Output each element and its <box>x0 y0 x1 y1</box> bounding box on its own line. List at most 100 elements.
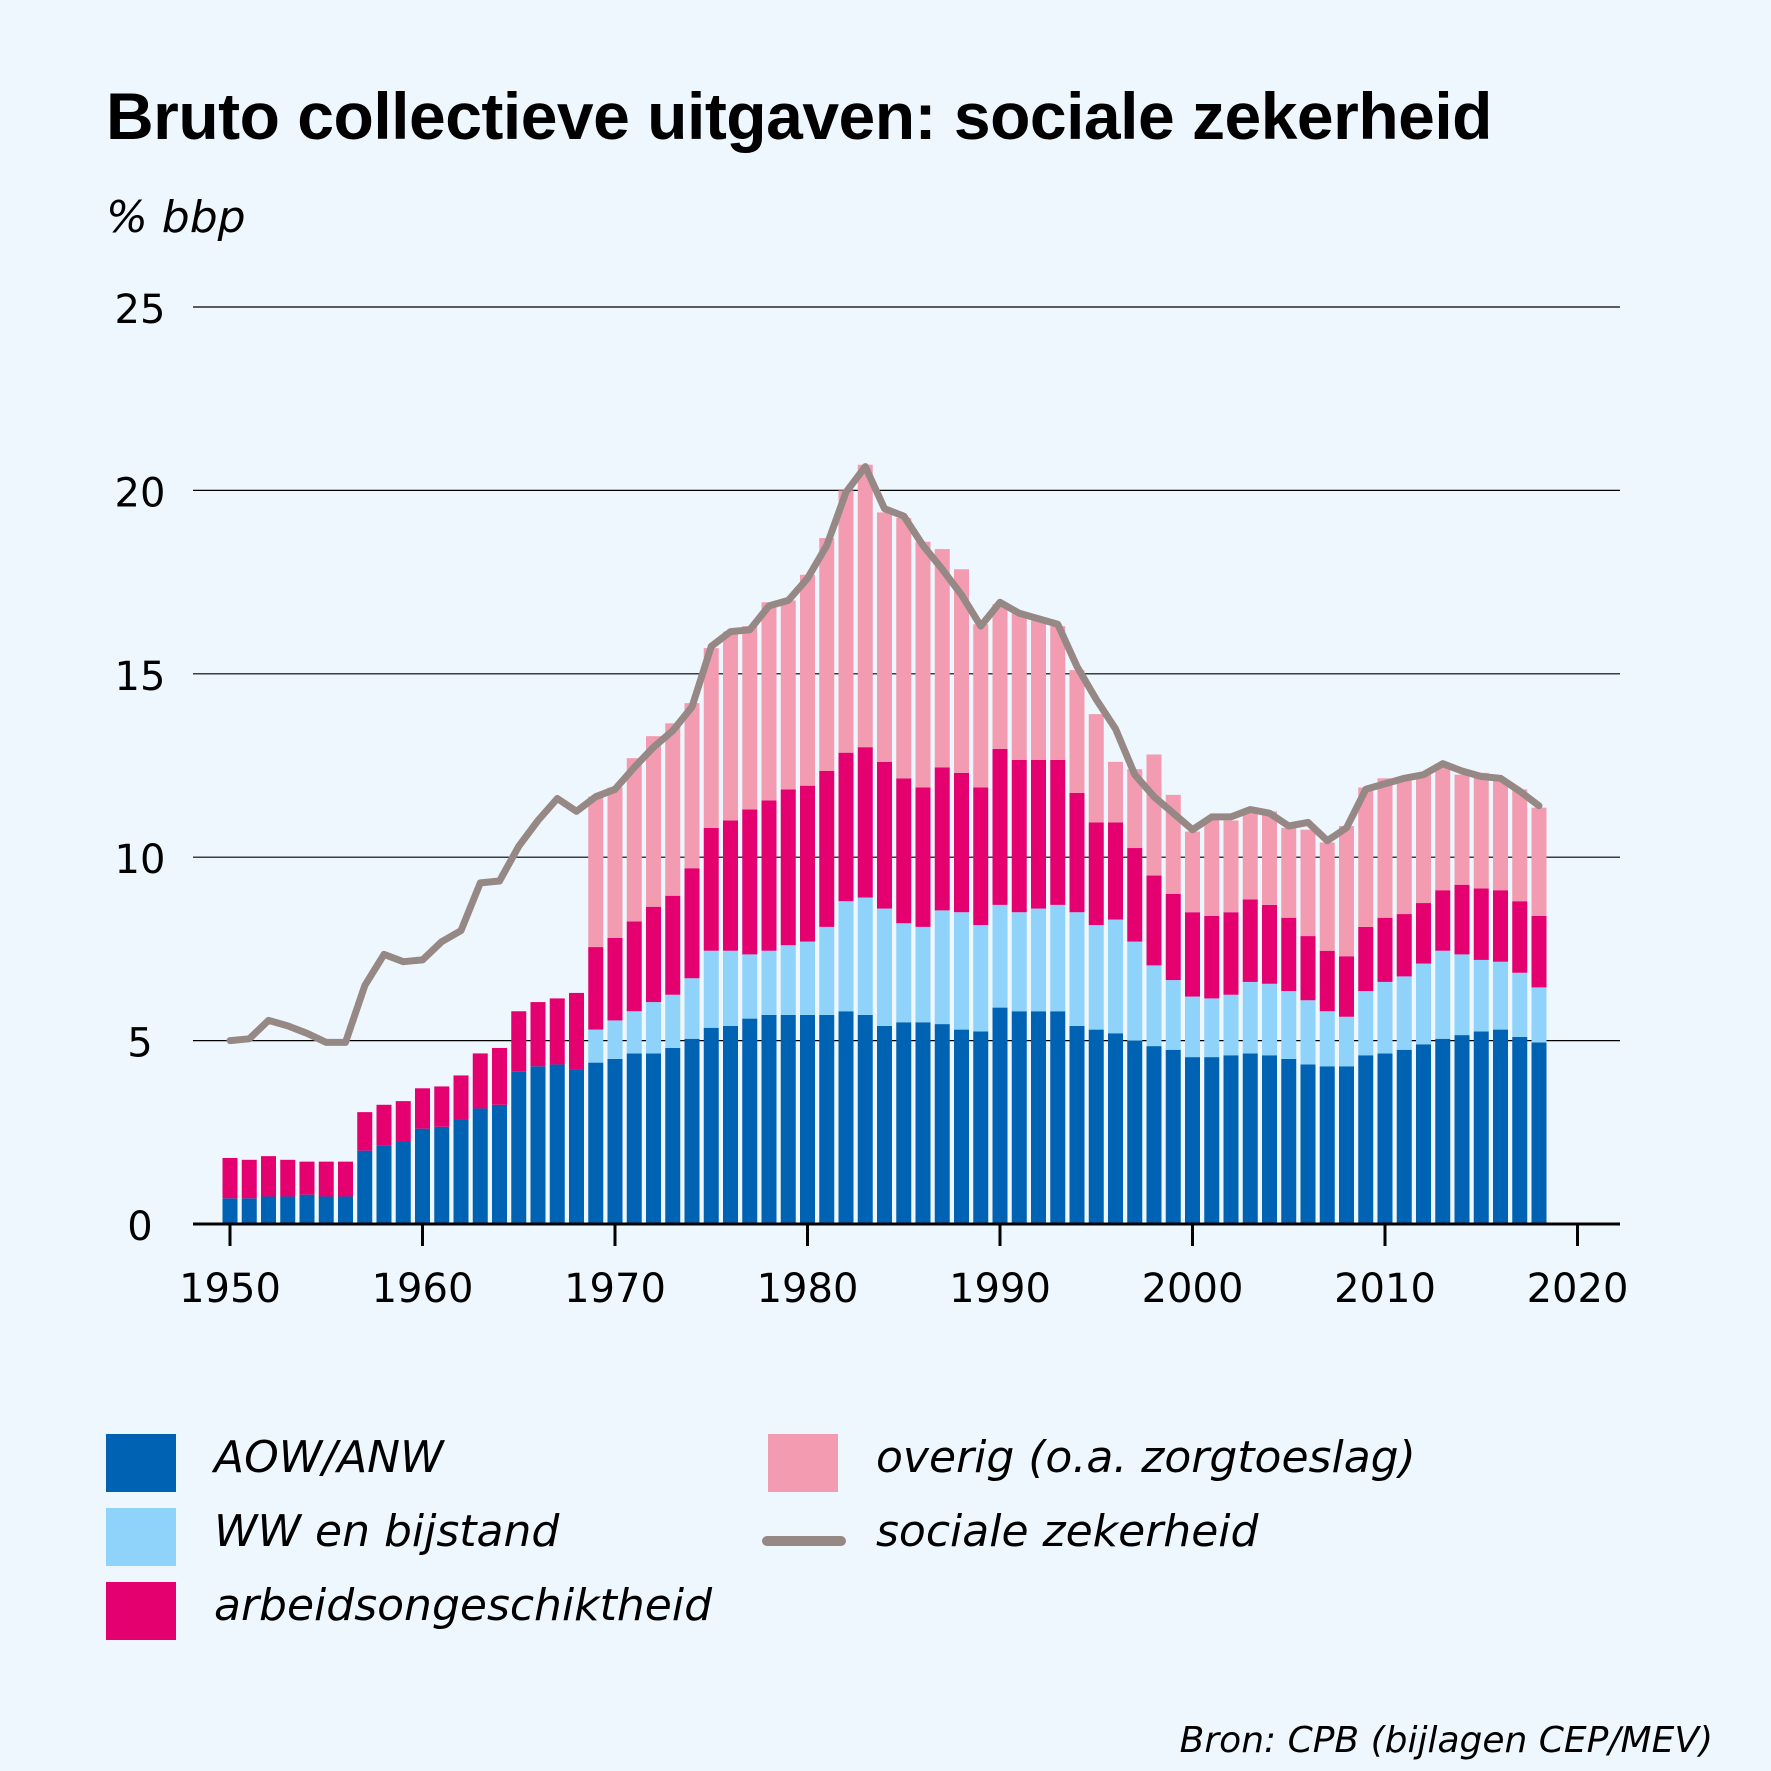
bar-aow-1995 <box>1088 1029 1104 1224</box>
bar-ao-2008 <box>1339 956 1354 1017</box>
bar-ao-1998 <box>1146 875 1162 966</box>
bar-aow-1972 <box>646 1053 661 1224</box>
bar-aow-2014 <box>1454 1035 1470 1224</box>
bar-aow-1978 <box>761 1014 777 1224</box>
bar-aow-1991 <box>1011 1011 1027 1224</box>
bar-ao-1966 <box>530 1002 546 1067</box>
bar-overig-2010 <box>1377 778 1393 918</box>
bar-aow-1969 <box>588 1062 604 1224</box>
bar-overig-2011 <box>1396 776 1412 915</box>
bar-overig-2017 <box>1512 789 1528 902</box>
bar-overig-1988 <box>954 569 969 773</box>
bar-aow-1986 <box>915 1022 931 1224</box>
bar-ww-1974 <box>684 978 700 1039</box>
bar-ao-1954 <box>299 1161 315 1195</box>
bar-ao-1973 <box>665 895 681 995</box>
bar-overig-1972 <box>646 736 661 907</box>
bar-aow-2004 <box>1262 1055 1277 1224</box>
bar-ww-2018 <box>1531 987 1547 1043</box>
y-tick-label-5: 5 <box>127 1021 152 1067</box>
bar-ao-1980 <box>800 785 815 942</box>
bar-overig-1992 <box>1031 620 1046 760</box>
bar-aow-1981 <box>819 1014 835 1224</box>
bar-ao-2013 <box>1435 890 1451 951</box>
x-tick-label-2020: 2020 <box>1527 1266 1629 1312</box>
y-axis-unit-label: % bbp <box>106 192 246 243</box>
total-line-layer <box>226 463 1543 1046</box>
bar-ww-1986 <box>915 926 931 1023</box>
y-tick-label-10: 10 <box>115 837 166 883</box>
bar-ao-1977 <box>742 809 758 955</box>
bar-ww-2013 <box>1435 950 1451 1039</box>
bar-ww-1997 <box>1127 941 1143 1041</box>
y-tick-label-20: 20 <box>115 470 166 516</box>
bar-ww-1970 <box>607 1020 623 1059</box>
bar-ww-1976 <box>723 950 738 1026</box>
bar-ww-1996 <box>1108 919 1123 1034</box>
bar-ao-2016 <box>1493 890 1508 962</box>
bar-ao-1962 <box>453 1075 469 1120</box>
bar-overig-2015 <box>1473 772 1489 889</box>
bar-ao-1981 <box>819 771 835 927</box>
bar-ww-2002 <box>1223 994 1239 1056</box>
bar-ao-1952 <box>261 1156 276 1197</box>
bar-aow-1993 <box>1050 1011 1066 1224</box>
x-tick-label-1990: 1990 <box>949 1266 1051 1312</box>
bar-aow-1983 <box>857 1014 873 1224</box>
bar-ao-1959 <box>395 1101 411 1142</box>
bar-ao-1976 <box>723 820 738 951</box>
bar-aow-1989 <box>973 1031 989 1224</box>
bar-ww-2017 <box>1512 972 1528 1037</box>
bar-overig-1984 <box>877 512 892 762</box>
bar-aow-1990 <box>992 1007 1008 1224</box>
bar-ww-1973 <box>665 994 681 1048</box>
bar-ao-1955 <box>318 1161 334 1197</box>
bar-overig-1970 <box>607 787 623 938</box>
bar-overig-1971 <box>626 758 642 922</box>
bar-ao-1967 <box>549 998 565 1065</box>
bar-overig-1987 <box>934 549 950 768</box>
bar-overig-2003 <box>1242 809 1258 900</box>
bar-ww-1972 <box>646 1002 661 1054</box>
bar-overig-1986 <box>915 541 931 788</box>
bar-ao-1971 <box>626 921 642 1012</box>
bar-aow-1974 <box>684 1038 700 1224</box>
line-sociale-zekerheid <box>226 463 1543 1046</box>
bar-overig-1990 <box>992 604 1008 749</box>
bar-overig-2006 <box>1300 829 1316 937</box>
bar-overig-2004 <box>1262 811 1277 905</box>
x-tick-label-2010: 2010 <box>1334 1266 1436 1312</box>
bar-ww-1992 <box>1031 908 1046 1012</box>
bar-aow-2016 <box>1493 1029 1508 1224</box>
bar-aow-1963 <box>472 1108 488 1224</box>
bar-ww-1983 <box>857 897 873 1015</box>
bar-aow-1982 <box>838 1011 854 1224</box>
x-tick-label-1960: 1960 <box>372 1266 474 1312</box>
bar-ww-2012 <box>1416 963 1431 1045</box>
bar-aow-2017 <box>1512 1036 1528 1224</box>
bar-ww-1980 <box>800 941 815 1015</box>
bar-aow-2009 <box>1358 1055 1374 1224</box>
bar-aow-1999 <box>1165 1049 1181 1224</box>
bar-ao-1968 <box>569 992 584 1070</box>
bar-ww-1987 <box>934 910 950 1025</box>
bar-ao-1982 <box>838 752 854 902</box>
bar-ww-1995 <box>1088 925 1104 1030</box>
bar-aow-1965 <box>511 1071 527 1224</box>
bar-aow-1961 <box>434 1126 450 1224</box>
bar-overig-2018 <box>1531 807 1547 916</box>
bar-aow-2015 <box>1473 1031 1489 1224</box>
bar-ww-1994 <box>1069 912 1085 1026</box>
bar-ao-1992 <box>1031 759 1046 909</box>
bar-aow-1962 <box>453 1119 469 1224</box>
bar-ao-1985 <box>896 778 912 924</box>
bar-ao-1984 <box>877 761 892 909</box>
bar-ao-1972 <box>646 906 661 1003</box>
bar-aow-1971 <box>626 1053 642 1224</box>
bar-ao-1999 <box>1165 893 1181 981</box>
bar-ww-2010 <box>1377 981 1393 1054</box>
bar-ao-2000 <box>1185 912 1200 997</box>
bar-aow-1950 <box>222 1198 238 1224</box>
bar-aow-1976 <box>723 1025 738 1224</box>
x-tick-label-2000: 2000 <box>1142 1266 1244 1312</box>
